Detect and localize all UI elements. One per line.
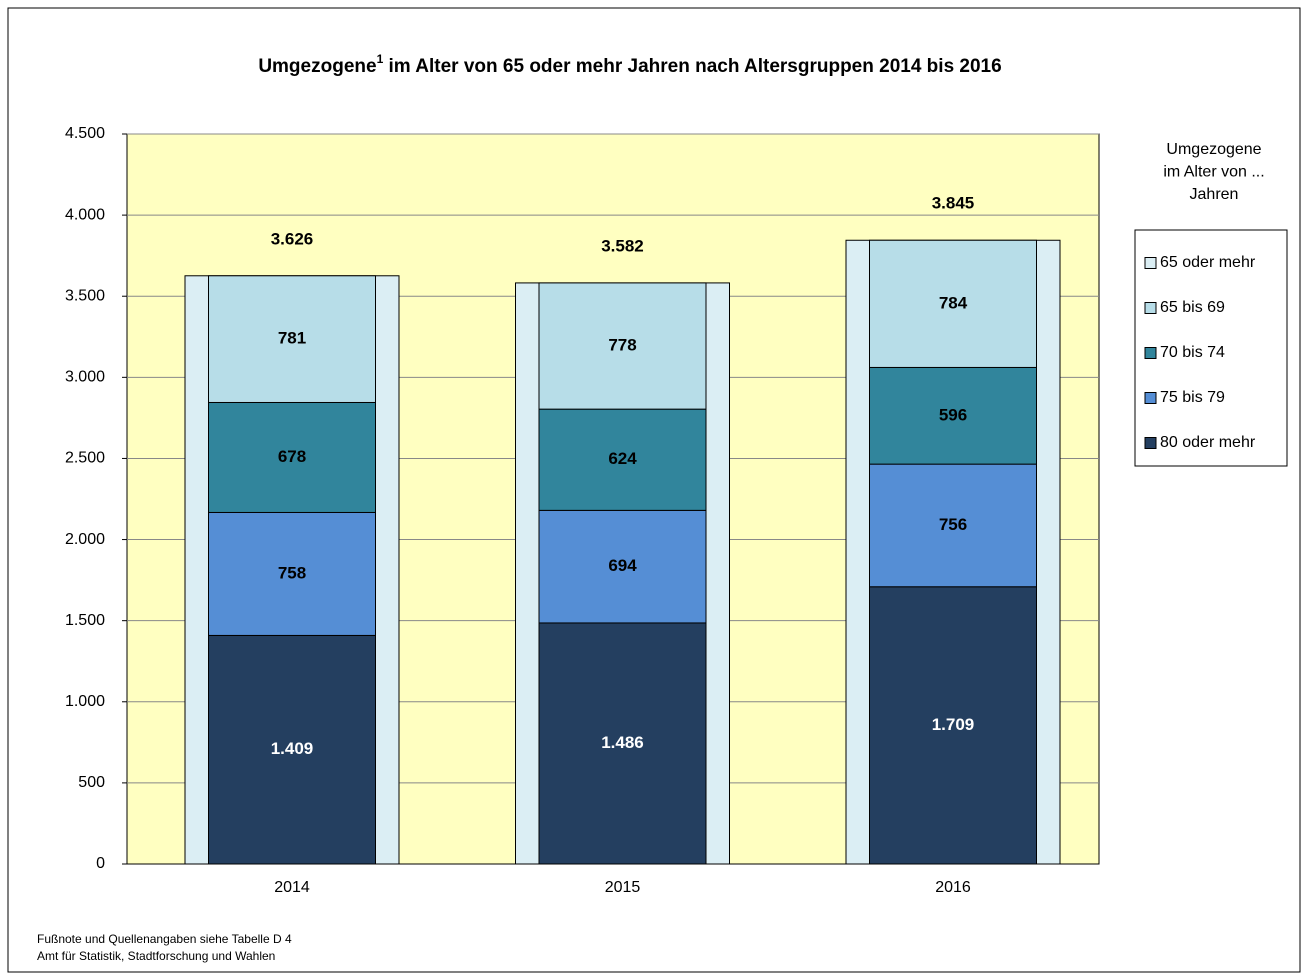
x-tick-label: 2016 [935,879,971,896]
bar-segment [208,401,376,513]
footnote: Fußnote und Quellenangaben siehe Tabelle… [37,932,292,946]
legend-swatch [1144,347,1157,359]
bar-segment [538,282,707,410]
total-label: 3.845 [932,194,975,213]
legend-swatch [1144,257,1157,269]
legend-swatch [1144,302,1157,314]
legend-swatch [1144,392,1157,404]
legend-title: Umgezogene [1166,141,1261,158]
total-label: 3.626 [271,229,314,248]
total-label: 3.582 [601,236,644,255]
x-tick-label: 2014 [274,879,310,896]
legend-label: 70 bis 74 [1160,344,1225,361]
footnote: Amt für Statistik, Stadtforschung und Wa… [37,949,275,963]
data-label: 758 [278,563,306,582]
bar-segment [538,622,707,865]
bar-segment [869,239,1037,368]
data-label: 778 [608,336,636,355]
y-tick-label: 1.500 [65,612,105,629]
data-label: 781 [278,329,306,348]
x-tick-label: 2015 [605,879,641,896]
title-text: Umgezogene [258,56,376,77]
legend-label: 80 oder mehr [1160,434,1256,451]
bar-segment [538,509,707,624]
bar-segment [208,634,376,865]
y-tick-label: 3.500 [65,287,105,304]
data-label: 624 [608,449,637,468]
data-label: 694 [608,556,637,575]
legend-box [1134,229,1288,467]
y-tick-label: 1.000 [65,693,105,710]
bar-segment [208,511,376,636]
legend-label: 65 oder mehr [1160,254,1256,271]
chart-title: Umgezogene1 im Alter von 65 oder mehr Ja… [258,52,1001,77]
data-label: 756 [939,515,967,534]
data-label: 678 [278,447,306,466]
legend-swatch [1144,437,1157,449]
data-label: 1.709 [932,715,975,734]
data-label: 596 [939,405,967,424]
y-tick-label: 500 [78,774,105,791]
title-text: im Alter von 65 oder mehr Jahren nach Al… [383,56,1001,77]
data-label: 1.409 [271,739,314,758]
bar-segment [869,586,1037,865]
bar-segment [208,275,376,403]
legend-title: Jahren [1190,186,1239,203]
legend-label: 65 bis 69 [1160,299,1225,316]
title-superscript: 1 [377,52,384,66]
y-tick-label: 2.500 [65,450,105,467]
y-tick-label: 2.000 [65,531,105,548]
y-tick-label: 3.000 [65,369,105,386]
y-tick-label: 4.000 [65,206,105,223]
data-label: 1.486 [601,733,644,752]
y-tick-label: 0 [96,855,105,872]
y-tick-label: 4.500 [65,125,105,142]
bar-segment [869,463,1037,588]
legend-title: im Alter von ... [1163,164,1264,181]
bar-segment [869,366,1037,465]
bar-segment [538,408,707,511]
legend-label: 75 bis 79 [1160,389,1225,406]
data-label: 784 [939,293,968,312]
